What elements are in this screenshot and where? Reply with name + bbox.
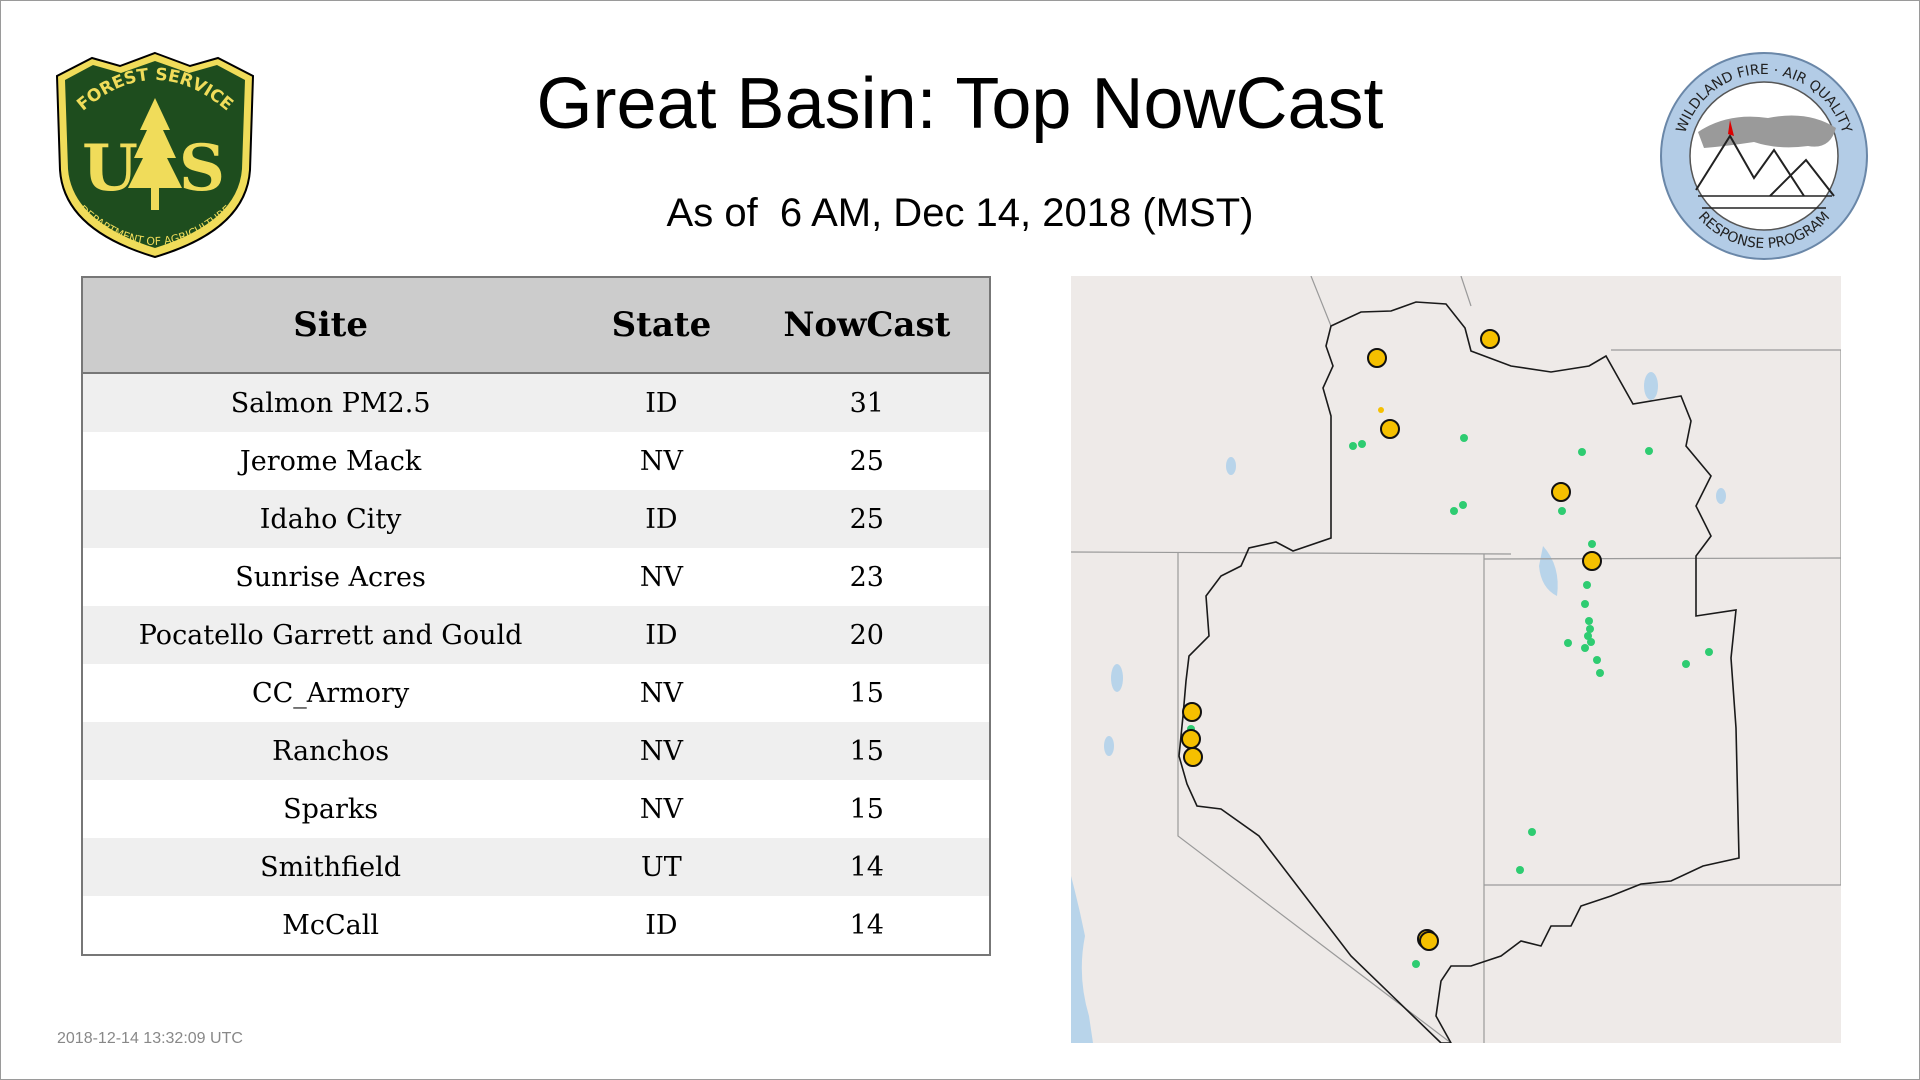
site-marker-good (1450, 507, 1458, 515)
site-marker-smithfield (1582, 551, 1602, 571)
cell-state: UT (578, 838, 745, 896)
page-title: Great Basin: Top NowCast (536, 64, 1384, 144)
cell-state: NV (578, 432, 745, 490)
site-marker-good (1581, 600, 1589, 608)
cell-state: ID (578, 896, 745, 955)
table-row: Sparks NV 15 (82, 780, 990, 838)
site-marker-idaho-city (1380, 419, 1400, 439)
forest-service-logo: FOREST SERVICE U S DEPARTMENT OF AGRICUL… (55, 51, 255, 259)
cell-nowcast: 25 (744, 490, 990, 548)
cell-state: ID (578, 373, 745, 432)
wildland-fire-air-quality-logo: WILDLAND FIRE · AIR QUALITY RESPONSE PRO… (1660, 52, 1868, 260)
ocean-water (1071, 876, 1093, 1043)
table-header-row: Site State NowCast (82, 277, 990, 374)
site-marker-pocatello (1551, 482, 1571, 502)
cell-nowcast: 25 (744, 432, 990, 490)
cell-site: Ranchos (82, 722, 579, 780)
cell-state: NV (578, 722, 745, 780)
great-basin-boundary (1178, 301, 1740, 1043)
site-marker-good (1596, 669, 1604, 677)
cell-nowcast: 14 (744, 838, 990, 896)
site-marker-ranchos (1181, 729, 1201, 749)
site-marker-sunrise-acres (1419, 931, 1439, 951)
cell-site: McCall (82, 896, 579, 955)
map-land (1071, 276, 1841, 1043)
site-marker-good (1349, 442, 1357, 450)
cell-state: NV (578, 548, 745, 606)
svg-text:S: S (179, 131, 225, 206)
table-row: CC_Armory NV 15 (82, 664, 990, 722)
header-site: Site (82, 277, 579, 374)
cell-nowcast: 23 (744, 548, 990, 606)
cell-state: ID (578, 606, 745, 664)
table-row: Jerome Mack NV 25 (82, 432, 990, 490)
site-marker-good (1581, 644, 1589, 652)
site-marker-good (1583, 581, 1591, 589)
page-subtitle: As of 6 AM, Dec 14, 2018 (MST) (666, 191, 1254, 235)
cell-state: NV (578, 664, 745, 722)
site-marker-good (1588, 540, 1596, 548)
cell-site: Smithfield (82, 838, 579, 896)
lake-water (1226, 457, 1236, 475)
site-marker-good (1564, 639, 1572, 647)
cell-site: Sunrise Acres (82, 548, 579, 606)
site-marker-good (1587, 638, 1595, 646)
cell-state: NV (578, 780, 745, 838)
cell-nowcast: 14 (744, 896, 990, 955)
site-marker-good (1705, 648, 1713, 656)
site-marker-sparks (1182, 702, 1202, 722)
site-marker-good (1585, 617, 1593, 625)
site-marker-good (1584, 632, 1592, 640)
great-basin-map (1071, 276, 1841, 1043)
lake-water (1111, 664, 1123, 692)
site-marker-good (1516, 866, 1524, 874)
table-row: Salmon PM2.5 ID 31 (82, 373, 990, 432)
generated-timestamp: 2018-12-14 13:32:09 UTC (57, 1030, 243, 1047)
cell-site: Jerome Mack (82, 432, 579, 490)
site-marker-good (1459, 501, 1467, 509)
site-marker-good (1586, 625, 1594, 633)
site-marker-good (1460, 434, 1468, 442)
cell-site: Pocatello Garrett and Gould (82, 606, 579, 664)
table-row: Pocatello Garrett and Gould ID 20 (82, 606, 990, 664)
site-marker-small-moderate (1378, 407, 1384, 413)
cell-nowcast: 15 (744, 664, 990, 722)
top-nowcast-sites (1181, 329, 1602, 951)
site-marker-cc-armory (1183, 747, 1203, 767)
table-row: Ranchos NV 15 (82, 722, 990, 780)
table-row: Smithfield UT 14 (82, 838, 990, 896)
table-row: Sunrise Acres NV 23 (82, 548, 990, 606)
header-nowcast: NowCast (744, 277, 990, 374)
header-state: State (578, 277, 745, 374)
cell-site: Sparks (82, 780, 579, 838)
lake-water (1644, 372, 1658, 400)
cell-nowcast: 15 (744, 722, 990, 780)
cell-nowcast: 15 (744, 780, 990, 838)
site-marker-salmon (1480, 329, 1500, 349)
site-marker-good (1358, 440, 1366, 448)
table-row: Idaho City ID 25 (82, 490, 990, 548)
svg-text:U: U (82, 131, 138, 206)
cell-nowcast: 20 (744, 606, 990, 664)
nowcast-table: Site State NowCast Salmon PM2.5 ID 31 Jero… (81, 276, 991, 956)
site-marker-good (1558, 507, 1566, 515)
cell-site: Salmon PM2.5 (82, 373, 579, 432)
cell-site: CC_Armory (82, 664, 579, 722)
site-marker-good (1682, 660, 1690, 668)
lake-water (1104, 736, 1114, 756)
site-marker-good (1528, 828, 1536, 836)
cell-nowcast: 31 (744, 373, 990, 432)
cell-site: Idaho City (82, 490, 579, 548)
lake-water (1716, 488, 1726, 504)
site-marker-good (1412, 960, 1420, 968)
site-marker-good (1593, 656, 1601, 664)
site-marker-good (1578, 448, 1586, 456)
table-row: McCall ID 14 (82, 896, 990, 955)
cell-state: ID (578, 490, 745, 548)
site-marker-mccall (1367, 348, 1387, 368)
site-marker-good (1645, 447, 1653, 455)
